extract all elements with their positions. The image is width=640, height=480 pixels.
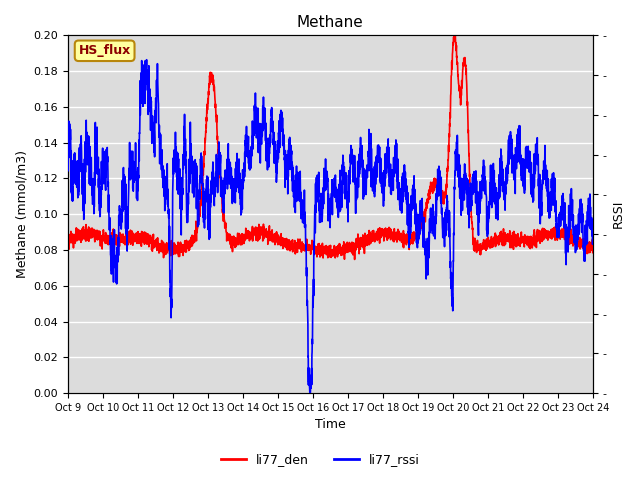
Title: Methane: Methane <box>297 15 364 30</box>
Text: HS_flux: HS_flux <box>79 44 131 57</box>
Legend: li77_den, li77_rssi: li77_den, li77_rssi <box>216 448 424 471</box>
X-axis label: Time: Time <box>315 419 346 432</box>
Y-axis label: RSSI: RSSI <box>612 200 625 228</box>
Y-axis label: Methane (mmol/m3): Methane (mmol/m3) <box>15 150 28 278</box>
